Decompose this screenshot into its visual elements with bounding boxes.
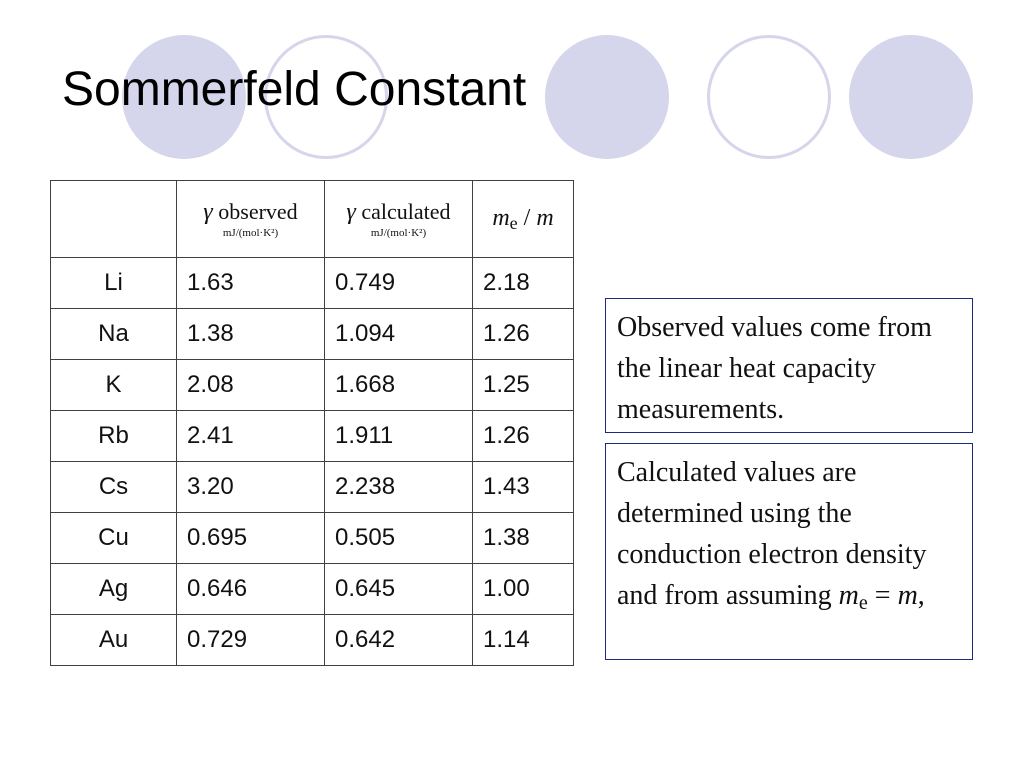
note-observed: Observed values come from the linear hea…: [605, 298, 973, 433]
note-me-sub: e: [858, 592, 868, 614]
header-mass-ratio: me / m: [472, 180, 574, 258]
cell-ratio: 1.25: [472, 359, 574, 411]
header-calculated-unit: mJ/(mol·K²): [370, 226, 427, 239]
note-m: m: [897, 580, 918, 611]
header-slash: /: [517, 205, 537, 231]
cell-ratio: 1.14: [472, 614, 574, 666]
header-observed-unit: mJ/(mol·K²): [222, 226, 279, 239]
table-header-row: γ observed mJ/(mol·K²) γ calculated mJ/(…: [50, 180, 574, 258]
cell-element: Na: [50, 308, 177, 360]
cell-element: Au: [50, 614, 177, 666]
cell-ratio: 2.18: [472, 257, 574, 309]
cell-ratio: 1.38: [472, 512, 574, 564]
cell-calculated: 0.505: [324, 512, 473, 564]
decor-circle-3: [545, 35, 669, 159]
header-m: m: [536, 205, 554, 231]
cell-element: Li: [50, 257, 177, 309]
header-gamma-calculated: γ calculated mJ/(mol·K²): [324, 180, 473, 258]
cell-calculated: 1.094: [324, 308, 473, 360]
cell-ratio: 1.26: [472, 308, 574, 360]
decor-circle-2: [264, 35, 388, 159]
cell-calculated: 1.911: [324, 410, 473, 462]
table-body: Li 1.63 0.749 2.18 Na 1.38 1.094 1.26 K 2.08 1.668…: [50, 257, 574, 666]
cell-calculated: 0.749: [324, 257, 473, 309]
sommerfeld-table: γ observed mJ/(mol·K²) γ calculated mJ/(…: [50, 180, 574, 666]
table-row: K 2.08 1.668 1.25: [50, 359, 574, 411]
cell-observed: 2.08: [176, 359, 325, 411]
header-calculated-label: calculated: [361, 198, 451, 224]
table-row: Au 0.729 0.642 1.14: [50, 614, 574, 666]
table-row: Na 1.38 1.094 1.26: [50, 308, 574, 360]
cell-element: Rb: [50, 410, 177, 462]
decor-circle-5: [849, 35, 973, 159]
table-row: Ag 0.646 0.645 1.00: [50, 563, 574, 615]
cell-element: Cs: [50, 461, 177, 513]
decor-circle-4: [707, 35, 831, 159]
cell-calculated: 1.668: [324, 359, 473, 411]
cell-observed: 1.38: [176, 308, 325, 360]
cell-element: K: [50, 359, 177, 411]
note-calculated-text: Calculated values are determined using t…: [617, 457, 927, 611]
table-row: Cs 3.20 2.238 1.43: [50, 461, 574, 513]
decor-circle-1: [122, 35, 246, 159]
table-row: Li 1.63 0.749 2.18: [50, 257, 574, 309]
cell-observed: 1.63: [176, 257, 325, 309]
note-calculated: Calculated values are determined using t…: [605, 443, 973, 660]
cell-calculated: 0.642: [324, 614, 473, 666]
cell-observed: 0.695: [176, 512, 325, 564]
header-element: [50, 180, 177, 258]
gamma-symbol: γ: [203, 198, 213, 225]
table-row: Rb 2.41 1.911 1.26: [50, 410, 574, 462]
header-me-sub: e: [509, 213, 518, 233]
cell-ratio: 1.26: [472, 410, 574, 462]
cell-observed: 0.729: [176, 614, 325, 666]
cell-calculated: 2.238: [324, 461, 473, 513]
header-gamma-observed: γ observed mJ/(mol·K²): [176, 180, 325, 258]
cell-ratio: 1.00: [472, 563, 574, 615]
cell-observed: 2.41: [176, 410, 325, 462]
note-end: ,: [917, 580, 925, 611]
slide-title: Sommerfeld Constant: [62, 63, 527, 116]
table-row: Cu 0.695 0.505 1.38: [50, 512, 574, 564]
gamma-symbol: γ: [346, 198, 356, 225]
cell-observed: 3.20: [176, 461, 325, 513]
note-equals: =: [867, 580, 898, 611]
cell-element: Ag: [50, 563, 177, 615]
cell-observed: 0.646: [176, 563, 325, 615]
cell-calculated: 0.645: [324, 563, 473, 615]
header-observed-label: observed: [218, 198, 298, 224]
note-me: m: [838, 580, 859, 611]
cell-ratio: 1.43: [472, 461, 574, 513]
cell-element: Cu: [50, 512, 177, 564]
header-me: m: [492, 205, 510, 231]
